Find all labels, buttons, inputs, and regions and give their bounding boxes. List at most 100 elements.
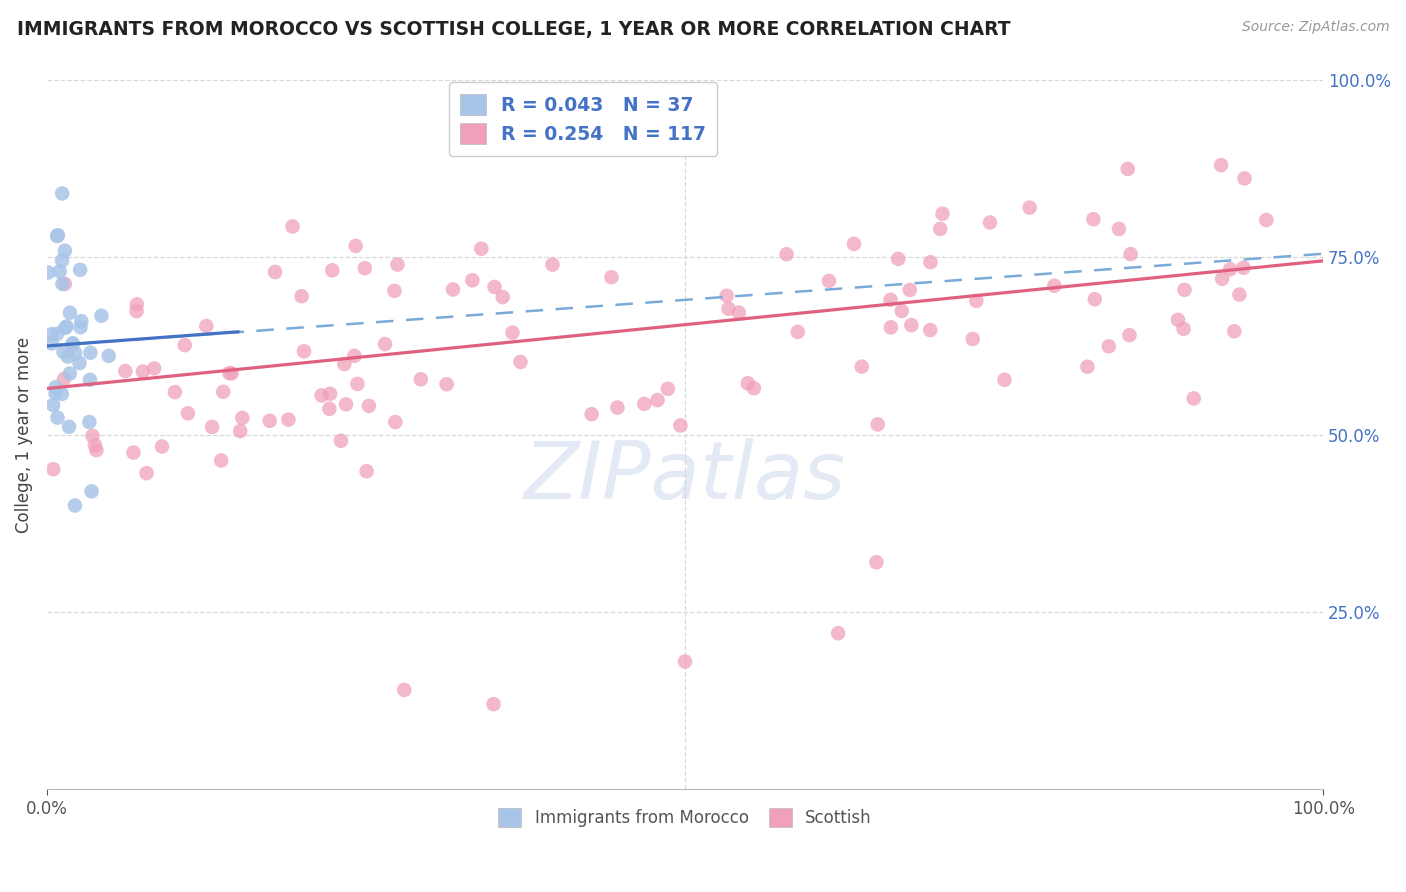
Point [330,434,353,448]
Point [1119,247,1142,261]
Point [311,388,333,402]
Point [55,319,77,334]
Point [394,682,416,697]
Point [633,397,655,411]
Point [97,349,120,363]
Point [37,266,59,280]
Point [1209,158,1232,172]
Point [292,344,315,359]
Point [1018,201,1040,215]
Point [541,258,564,272]
Point [59,367,82,381]
Point [1116,161,1139,176]
Point [69,320,91,334]
Point [53,321,76,335]
Point [387,258,409,272]
Point [1182,392,1205,406]
Point [842,236,865,251]
Point [482,697,505,711]
Point [920,255,942,269]
Point [600,270,623,285]
Point [264,265,287,279]
Point [775,247,797,261]
Point [86,443,108,458]
Point [79,373,101,387]
Point [1256,213,1278,227]
Point [374,337,396,351]
Point [231,410,253,425]
Point [333,357,356,371]
Point [259,414,281,428]
Point [920,323,942,337]
Point [1229,287,1251,301]
Point [962,332,984,346]
Point [717,301,740,316]
Point [122,445,145,459]
Point [827,626,849,640]
Legend: Immigrants from Morocco, Scottish: Immigrants from Morocco, Scottish [491,802,879,834]
Point [1173,322,1195,336]
Point [993,373,1015,387]
Point [384,415,406,429]
Point [195,319,218,334]
Point [786,325,808,339]
Point [1098,339,1121,353]
Point [716,289,738,303]
Point [335,397,357,411]
Point [866,417,889,432]
Point [150,440,173,454]
Point [1043,278,1066,293]
Point [441,283,464,297]
Point [46,326,69,341]
Point [42,398,65,412]
Point [201,420,224,434]
Text: ZIPatlas: ZIPatlas [524,438,846,516]
Point [647,393,669,408]
Point [357,399,380,413]
Point [209,453,232,467]
Point [51,277,73,291]
Point [673,655,696,669]
Point [865,555,887,569]
Point [80,484,103,499]
Point [509,355,531,369]
Point [1219,262,1241,277]
Point [46,410,69,425]
Point [177,406,200,420]
Point [163,385,186,400]
Point [58,419,80,434]
Y-axis label: College, 1 year or more: College, 1 year or more [15,336,32,533]
Point [851,359,873,374]
Point [125,304,148,318]
Point [492,290,515,304]
Point [1223,324,1246,338]
Point [887,252,910,266]
Point [890,304,912,318]
Point [900,318,922,333]
Point [69,262,91,277]
Point [344,239,367,253]
Point [69,356,91,370]
Point [90,309,112,323]
Point [1108,222,1130,236]
Point [931,207,953,221]
Point [173,338,195,352]
Point [212,384,235,399]
Point [879,293,901,307]
Point [818,274,841,288]
Point [46,228,69,243]
Text: IMMIGRANTS FROM MOROCCO VS SCOTTISH COLLEGE, 1 YEAR OR MORE CORRELATION CHART: IMMIGRANTS FROM MOROCCO VS SCOTTISH COLL… [17,20,1011,38]
Point [132,364,155,378]
Point [143,361,166,376]
Point [669,418,692,433]
Point [63,499,86,513]
Point [501,326,523,340]
Point [353,261,375,276]
Point [218,366,240,380]
Point [657,382,679,396]
Point [461,273,484,287]
Point [318,401,340,416]
Point [346,376,368,391]
Point [41,336,63,351]
Point [45,380,67,394]
